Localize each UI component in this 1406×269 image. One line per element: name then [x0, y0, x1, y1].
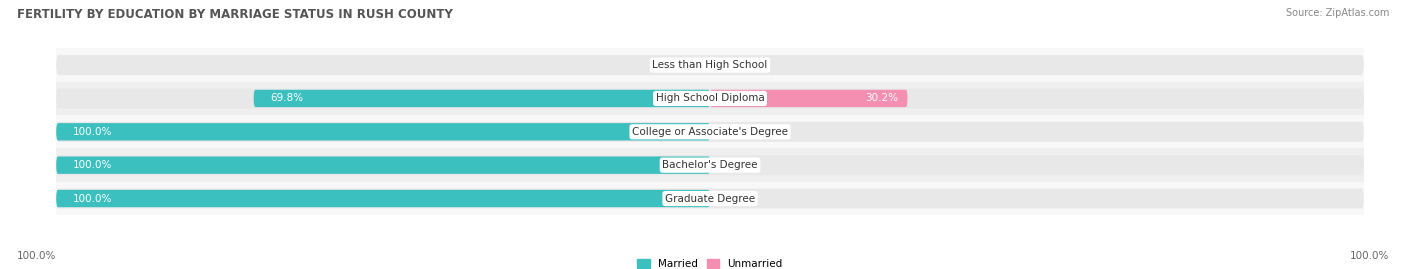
Text: 0.0%: 0.0% [720, 160, 747, 170]
Text: 100.0%: 100.0% [73, 193, 112, 204]
Text: 100.0%: 100.0% [73, 160, 112, 170]
Bar [56, 182, 1364, 215]
Text: College or Associate's Degree: College or Associate's Degree [633, 127, 787, 137]
Text: 100.0%: 100.0% [17, 251, 56, 261]
Text: 0.0%: 0.0% [720, 127, 747, 137]
FancyBboxPatch shape [56, 189, 1364, 208]
Text: 69.8%: 69.8% [270, 93, 304, 104]
Text: High School Diploma: High School Diploma [655, 93, 765, 104]
FancyBboxPatch shape [710, 90, 907, 107]
Bar [56, 48, 1364, 82]
Bar [56, 148, 1364, 182]
Text: Graduate Degree: Graduate Degree [665, 193, 755, 204]
Text: Source: ZipAtlas.com: Source: ZipAtlas.com [1285, 8, 1389, 18]
FancyBboxPatch shape [56, 55, 1364, 75]
FancyBboxPatch shape [56, 190, 710, 207]
Text: 100.0%: 100.0% [1350, 251, 1389, 261]
Text: Bachelor's Degree: Bachelor's Degree [662, 160, 758, 170]
Text: 0.0%: 0.0% [720, 193, 747, 204]
Bar [56, 82, 1364, 115]
Legend: Married, Unmarried: Married, Unmarried [633, 255, 787, 269]
FancyBboxPatch shape [56, 123, 710, 140]
Text: 100.0%: 100.0% [73, 127, 112, 137]
Text: 0.0%: 0.0% [720, 60, 747, 70]
Text: FERTILITY BY EDUCATION BY MARRIAGE STATUS IN RUSH COUNTY: FERTILITY BY EDUCATION BY MARRIAGE STATU… [17, 8, 453, 21]
Text: Less than High School: Less than High School [652, 60, 768, 70]
Text: 30.2%: 30.2% [865, 93, 897, 104]
FancyBboxPatch shape [56, 89, 1364, 108]
FancyBboxPatch shape [56, 122, 1364, 142]
FancyBboxPatch shape [56, 157, 710, 174]
Bar [56, 115, 1364, 148]
FancyBboxPatch shape [56, 155, 1364, 175]
FancyBboxPatch shape [253, 90, 710, 107]
Text: 0.0%: 0.0% [673, 60, 700, 70]
